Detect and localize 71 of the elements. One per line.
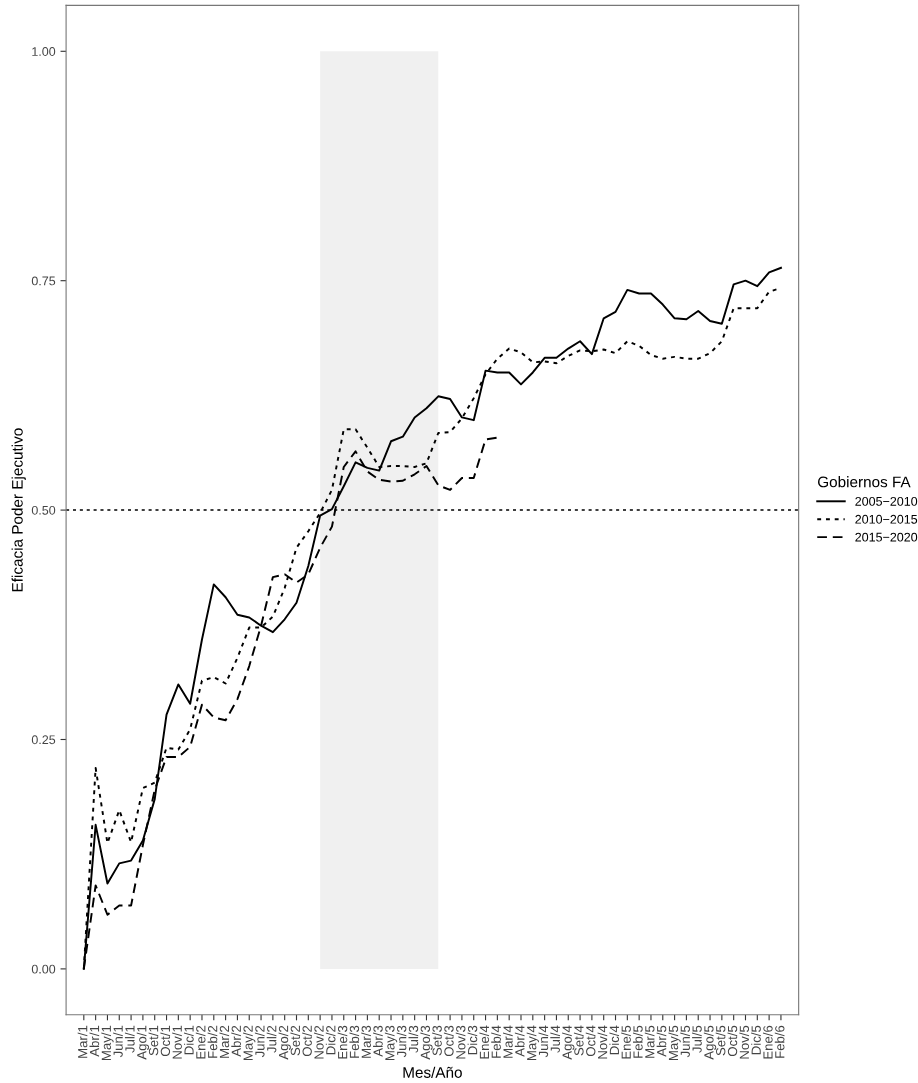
y-tick-label: 0.75 (31, 276, 56, 286)
x-tick-label: Dic/5 (751, 1025, 761, 1055)
x-tick-label: Ago/3 (420, 1025, 433, 1060)
x-tick-label: Abr/5 (656, 1025, 667, 1057)
x-tick-label: Feb/5 (633, 1025, 643, 1058)
x-tick-label: Jun/3 (396, 1025, 407, 1058)
x-tick-label: Nov/1 (172, 1025, 182, 1059)
x-tick-label: Abr/3 (373, 1025, 383, 1057)
x-tick-label: Abr/4 (514, 1025, 525, 1057)
x-tick-label: Mar/1 (77, 1025, 88, 1058)
x-tick-label: Jun/2 (254, 1025, 265, 1058)
x-tick-label: Mar/4 (503, 1025, 513, 1058)
x-tick-label: Ago/2 (278, 1025, 291, 1060)
legend-label: 2010−2015 (855, 514, 918, 524)
x-tick-label: Oct/4 (585, 1025, 596, 1057)
x-tick-label: Ene/6 (762, 1025, 773, 1059)
x-tick-label: Ene/5 (621, 1025, 631, 1059)
x-tick-label: Mar/3 (361, 1025, 371, 1058)
x-tick-label: Set/5 (715, 1025, 726, 1056)
x-tick-label: Ago/4 (562, 1025, 575, 1060)
x-tick-label: Set/4 (573, 1025, 584, 1056)
x-tick-label: Jul/2 (266, 1025, 277, 1053)
x-tick-label: Feb/3 (349, 1025, 360, 1058)
y-tick-label: 0.00 (31, 964, 56, 974)
x-tick-label: Ene/2 (195, 1025, 206, 1059)
x-tick-label: Nov/2 (313, 1025, 324, 1059)
x-tick-label: Dic/3 (467, 1025, 478, 1055)
x-tick-label: Oct/2 (302, 1025, 312, 1057)
x-tick-label: Abr/1 (89, 1025, 100, 1057)
x-tick-label: Jul/3 (408, 1025, 419, 1053)
x-tick-label: Set/3 (432, 1025, 442, 1056)
x-tick-label: Set/2 (290, 1025, 301, 1056)
x-tick-label: Jul/4 (550, 1025, 560, 1053)
x-tick-label: Jul/1 (124, 1025, 135, 1053)
x-tick-label: Feb/2 (207, 1025, 218, 1058)
x-tick-label: May/3 (384, 1025, 398, 1061)
x-tick-label: Feb/6 (774, 1025, 785, 1058)
x-tick-label: Ago/5 (703, 1025, 717, 1060)
y-tick-label: 0.50 (31, 505, 56, 515)
x-tick-label: Oct/3 (443, 1025, 454, 1057)
legend-label: 2005−2010 (855, 496, 918, 506)
x-tick-label: May/4 (526, 1025, 539, 1061)
y-axis-title: Eficacia Poder Ejecutivo (11, 428, 26, 592)
x-tick-label: May/5 (668, 1025, 681, 1061)
x-tick-label: Nov/4 (597, 1025, 608, 1059)
x-tick-label: Oct/1 (160, 1025, 171, 1057)
x-tick-label: Dic/1 (184, 1025, 194, 1055)
x-tick-label: Jun/1 (113, 1025, 123, 1058)
x-tick-label: Dic/2 (325, 1025, 336, 1055)
x-tick-label: May/2 (243, 1025, 256, 1061)
x-tick-label: Nov/3 (455, 1025, 466, 1059)
x-tick-label: Nov/5 (739, 1025, 750, 1059)
legend-title: Gobiernos FA (818, 476, 911, 488)
x-tick-label: Dic/4 (609, 1025, 620, 1055)
x-tick-label: Feb/4 (491, 1025, 501, 1058)
x-tick-label: Mar/5 (644, 1025, 655, 1058)
y-tick-label: 1.00 (32, 47, 56, 56)
y-tick-label: 0.25 (31, 735, 56, 745)
x-tick-label: Set/1 (148, 1025, 159, 1056)
x-tick-label: Ene/3 (337, 1025, 348, 1059)
x-tick-label: Ago/1 (136, 1025, 150, 1060)
legend-label: 2015−2020 (855, 532, 918, 542)
x-axis-title: Mes/Año (403, 1066, 462, 1078)
x-tick-label: Jul/5 (692, 1025, 702, 1053)
x-tick-label: Ene/4 (479, 1025, 490, 1059)
x-tick-label: Oct/5 (727, 1025, 738, 1057)
x-tick-label: May/1 (101, 1025, 114, 1061)
x-tick-label: Abr/2 (231, 1025, 241, 1057)
x-tick-label: Jun/4 (538, 1025, 549, 1058)
x-tick-label: Jun/5 (680, 1025, 690, 1058)
x-tick-label: Mar/2 (219, 1025, 230, 1058)
